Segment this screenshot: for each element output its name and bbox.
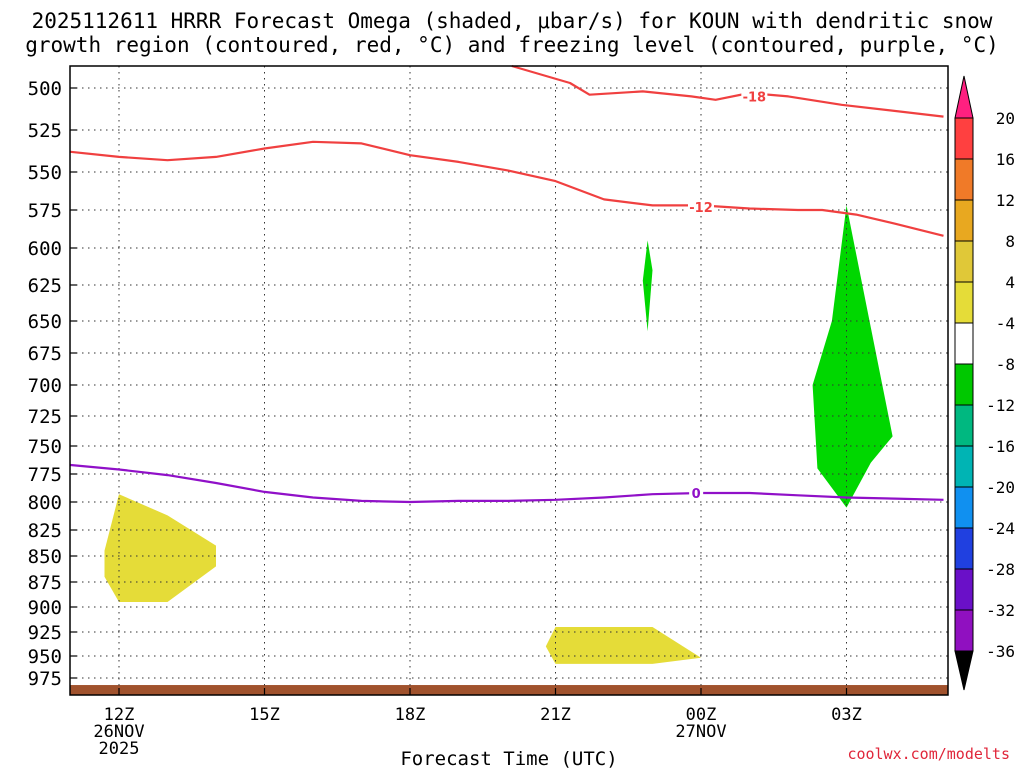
x-tick-date-label: 26NOV — [93, 722, 144, 742]
omega-shade-region-3 — [545, 627, 701, 664]
x-axis-label: Forecast Time (UTC) — [400, 748, 617, 768]
colorbar-bin — [954, 568, 974, 611]
colorbar-label: -28 — [986, 560, 1015, 579]
contour-label-bg — [688, 199, 714, 214]
y-tick-label: 675 — [28, 343, 62, 365]
colorbar-bin — [954, 281, 974, 324]
grid-layer — [70, 66, 948, 695]
colorbar-bin — [954, 486, 974, 529]
colorbar-bin — [954, 527, 974, 570]
y-tick-label: 850 — [28, 546, 62, 568]
colorbar-bin — [954, 158, 974, 201]
contour-layer: -18 -12 0 — [70, 64, 944, 504]
colorbar-bin — [954, 240, 974, 283]
contour-label: -18 — [743, 90, 767, 105]
x-tick-label: 12Z — [104, 705, 135, 725]
colorbar-bottom-arrow — [954, 650, 974, 691]
y-tick-label: 900 — [28, 597, 62, 619]
x-tick-label: 18Z — [395, 705, 426, 725]
y-tick-label: 625 — [28, 275, 62, 297]
colorbar-top-arrow — [954, 75, 974, 119]
colorbar-label: 4 — [1005, 273, 1015, 292]
colorbar-label: -32 — [986, 601, 1015, 620]
contour-label-bg — [689, 486, 704, 501]
colorbar-bin — [954, 117, 974, 160]
contour-label: 0 — [692, 487, 701, 502]
y-axis: 500 525 550 575 600 625 650 675 700 725 750 775 800 8… — [28, 78, 77, 690]
contour-label: -12 — [689, 201, 713, 216]
ground-band — [70, 685, 948, 695]
y-tick-label: 825 — [28, 520, 62, 542]
plot-frame — [69, 65, 949, 696]
y-tick-label: 750 — [28, 436, 62, 458]
colorbar-label: -24 — [986, 519, 1015, 538]
y-tick-label: 725 — [28, 406, 62, 428]
colorbar-label: 20 — [996, 109, 1015, 128]
colorbar-label: -4 — [996, 314, 1015, 333]
colorbar-label: -36 — [986, 642, 1015, 661]
y-tick-label: 975 — [28, 668, 62, 690]
colorbar-label: -20 — [986, 478, 1015, 497]
colorbar-label: -8 — [996, 355, 1015, 374]
y-tick-label: 650 — [28, 311, 62, 333]
colorbar: 20 16 12 8 4 -4 -8 -12 -16 -20 -24 -28 -32 -36 — [954, 75, 1015, 691]
colorbar-label: 12 — [996, 191, 1015, 210]
colorbar-bin — [954, 404, 974, 447]
omega-shade-region-2 — [104, 494, 216, 602]
colorbar-bin — [954, 322, 974, 365]
x-tick-label: 03Z — [831, 705, 862, 725]
colorbar-label: 16 — [996, 150, 1015, 169]
y-tick-label: 550 — [28, 162, 62, 184]
x-tick-label: 00Z — [686, 705, 717, 725]
x-tick-date-label: 27NOV — [675, 722, 726, 742]
x-tick-label: 15Z — [249, 705, 280, 725]
credit-link[interactable]: coolwx.com/modelts — [847, 745, 1010, 763]
y-tick-label: 775 — [28, 464, 62, 486]
colorbar-bin — [954, 363, 974, 406]
y-tick-label: 925 — [28, 622, 62, 644]
omega-shade-region-1 — [812, 205, 893, 508]
y-tick-label: 500 — [28, 78, 62, 100]
contour-label-bg — [741, 89, 768, 104]
omega-shading-layer — [104, 205, 893, 664]
x-tick-year-label: 2025 — [99, 739, 140, 759]
y-tick-label: 525 — [28, 120, 62, 142]
x-tick-label: 21Z — [540, 705, 571, 725]
colorbar-label: 8 — [1005, 232, 1015, 251]
y-tick-label: 800 — [28, 492, 62, 514]
y-tick-label: 875 — [28, 572, 62, 594]
y-tick-label: 700 — [28, 375, 62, 397]
chart-title-line-1: 2025112611 HRRR Forecast Omega (shaded, … — [31, 9, 993, 33]
contour-line-0 — [70, 463, 944, 504]
contour-line--12 — [70, 140, 944, 237]
omega-shade-region-0 — [642, 240, 653, 332]
colorbar-bin — [954, 445, 974, 488]
y-tick-label: 575 — [28, 200, 62, 222]
colorbar-bin — [954, 199, 974, 242]
contour-line--18 — [511, 64, 944, 118]
colorbar-label: -12 — [986, 396, 1015, 415]
colorbar-bin — [954, 609, 974, 652]
y-tick-label: 600 — [28, 238, 62, 260]
ground-layer — [70, 685, 948, 695]
chart-title-line-2: growth region (contoured, red, °C) and f… — [25, 33, 999, 57]
y-tick-label: 950 — [28, 646, 62, 668]
colorbar-label: -16 — [986, 437, 1015, 456]
